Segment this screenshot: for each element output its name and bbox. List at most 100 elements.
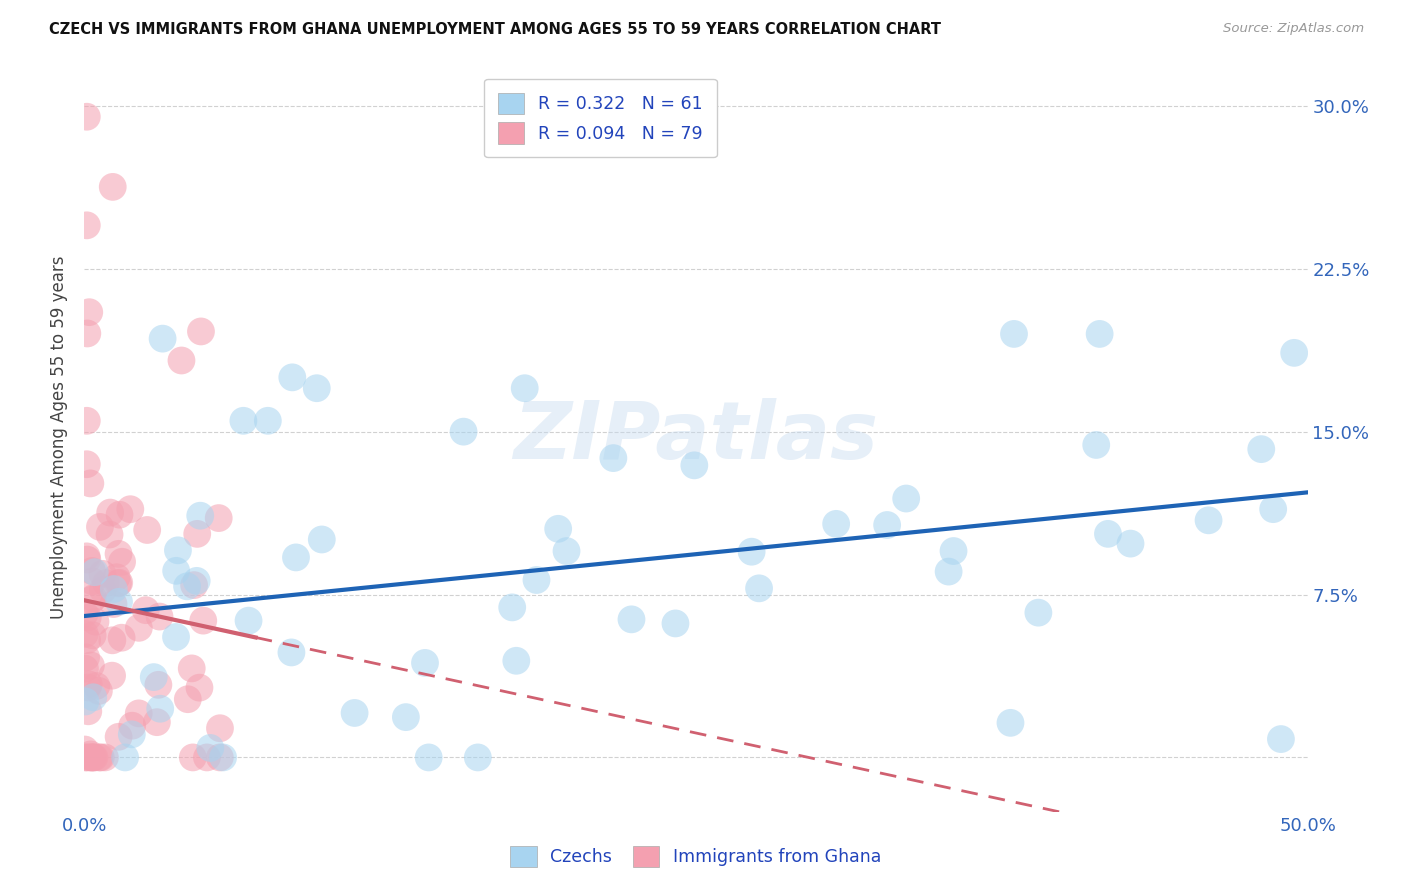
Point (87, 684, 110, 698)
Point (149, 702, 172, 716)
Point (75, 650, 97, 665)
Point (180, 661, 202, 675)
Point (121, 727, 143, 741)
Point (105, 570, 128, 584)
Point (186, 527, 208, 541)
Point (77, 677, 100, 691)
Point (76, 681, 98, 695)
Point (176, 579, 198, 593)
Point (83, 750, 105, 764)
Point (83, 565, 105, 579)
Point (453, 425, 475, 439)
Point (103, 597, 125, 611)
Point (513, 381, 536, 395)
Point (165, 630, 187, 644)
Point (142, 670, 165, 684)
Point (285, 550, 308, 565)
Point (195, 750, 218, 764)
Point (110, 631, 132, 645)
Point (148, 609, 170, 624)
Point (76, 549, 98, 564)
Point (80, 658, 103, 673)
Point (94, 750, 117, 764)
Point (1250, 442, 1272, 457)
Point (73, 627, 96, 641)
Point (75, 750, 97, 764)
Point (82, 564, 104, 578)
Point (107, 730, 129, 744)
Point (76, 457, 98, 471)
Point (86, 679, 108, 693)
Point (212, 750, 235, 764)
Point (136, 523, 159, 537)
Point (128, 621, 150, 635)
Point (938, 565, 960, 579)
Point (1000, 715, 1022, 730)
Point (76, 633, 98, 648)
Legend: Czechs, Immigrants from Ghana: Czechs, Immigrants from Ghana (503, 839, 889, 874)
Point (526, 573, 548, 587)
Point (121, 719, 143, 733)
Point (1085, 438, 1108, 452)
Point (825, 516, 848, 531)
Point (108, 575, 131, 590)
Point (103, 582, 125, 596)
Point (208, 750, 231, 764)
Point (467, 750, 489, 764)
Point (91, 582, 114, 597)
Point (98, 527, 121, 541)
Point (1097, 526, 1119, 541)
Point (183, 578, 205, 592)
Point (76, 110, 98, 124)
Point (896, 491, 918, 506)
Point (1270, 732, 1292, 747)
Point (311, 533, 333, 547)
Point (76, 610, 98, 624)
Point (257, 414, 280, 428)
Point (280, 645, 302, 659)
Point (107, 547, 129, 561)
Point (208, 511, 231, 525)
Text: ZIPatlas: ZIPatlas (513, 398, 879, 476)
Point (82, 591, 104, 606)
Point (748, 582, 770, 596)
Point (181, 750, 204, 764)
Point (89, 520, 111, 534)
Point (1002, 326, 1025, 341)
Point (82, 574, 104, 589)
Point (80, 750, 103, 764)
Point (101, 633, 124, 648)
Point (114, 750, 136, 764)
Point (83, 750, 105, 764)
Point (84, 615, 107, 629)
Point (238, 614, 260, 628)
Point (501, 600, 523, 615)
Point (602, 451, 624, 466)
Point (208, 721, 231, 735)
Point (107, 576, 129, 591)
Point (1282, 346, 1305, 360)
Point (281, 370, 304, 384)
Point (82, 690, 104, 705)
Point (98, 506, 121, 520)
Point (305, 381, 328, 395)
Point (232, 414, 254, 428)
Point (170, 353, 193, 368)
Point (152, 332, 174, 346)
Point (76, 219, 98, 233)
Point (505, 654, 527, 668)
Point (77, 704, 100, 718)
Point (73, 607, 96, 621)
Point (395, 710, 418, 724)
Point (76, 414, 98, 428)
Point (101, 180, 124, 194)
Point (90, 750, 112, 764)
Point (683, 458, 706, 473)
Point (108, 595, 131, 609)
Point (190, 325, 212, 339)
Point (1263, 502, 1285, 516)
Point (547, 522, 569, 536)
Point (200, 741, 222, 756)
Point (108, 508, 131, 522)
Point (555, 544, 578, 558)
